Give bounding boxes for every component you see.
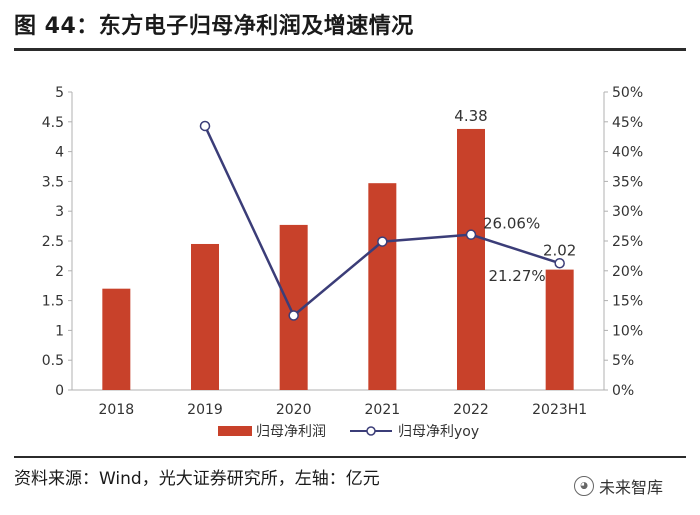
right-tick-label: 45%	[612, 115, 643, 131]
bar-2021	[368, 183, 397, 390]
yoy-point-2019	[199, 120, 211, 132]
data-label-2023H1: 2.02	[543, 242, 576, 260]
bar-2023H1	[545, 269, 574, 390]
right-tick-label: 10%	[612, 323, 643, 339]
x-tick-label: 2021	[365, 402, 401, 418]
source-note: 资料来源：Wind，光大证券研究所，左轴：亿元	[14, 469, 380, 489]
right-tick-label: 5%	[612, 353, 634, 369]
legend-line-marker	[366, 426, 376, 436]
data-label-2022: 4.38	[454, 107, 487, 125]
yoy-point-2022	[465, 229, 477, 240]
left-tick-label: 3.5	[42, 174, 64, 190]
left-tick-label: 4	[55, 145, 64, 161]
x-tick-label: 2019	[187, 402, 223, 418]
title-divider	[14, 48, 686, 51]
legend-bar-swatch	[218, 426, 252, 436]
legend-label-bars: 归母净利润	[256, 423, 326, 440]
right-tick-label: 35%	[612, 174, 643, 190]
right-tick-label: 15%	[612, 294, 643, 310]
bar-2019	[191, 243, 219, 390]
right-tick-label: 40%	[612, 145, 643, 161]
yoy-point-2021	[377, 236, 388, 247]
yoy-point-2023H1	[554, 257, 565, 269]
page-title: 图 44：东方电子归母净利润及增速情况	[14, 14, 414, 39]
right-tick-label: 30%	[612, 204, 643, 220]
left-tick-label: 2	[55, 264, 64, 280]
x-tick-label: 2023H1	[532, 402, 587, 418]
bar-2022	[457, 128, 485, 390]
watermark: ◕ 未来智库	[574, 474, 663, 498]
left-tick-label: 2.5	[42, 234, 64, 250]
left-tick-label: 5	[55, 85, 64, 101]
left-tick-label: 0	[55, 383, 64, 399]
source-divider	[14, 456, 686, 458]
left-tick-label: 4.5	[42, 115, 64, 131]
x-tick-label: 2018	[99, 402, 135, 418]
x-tick-label: 2022	[453, 402, 489, 418]
right-tick-label: 25%	[612, 234, 643, 250]
yoy-point-2020	[288, 310, 299, 321]
left-tick-label: 1	[55, 323, 64, 339]
watermark-text: 未来智库	[599, 478, 664, 497]
wechat-icon: ◕	[574, 476, 594, 496]
data-label-2023H1: 21.27%	[488, 267, 545, 285]
right-tick-label: 50%	[612, 85, 643, 101]
right-tick-label: 0%	[612, 383, 634, 399]
x-tick-label: 2020	[276, 402, 312, 418]
legend-label-line: 归母净利yoy	[398, 423, 479, 440]
bar-2018	[102, 288, 131, 390]
left-tick-label: 0.5	[42, 353, 64, 369]
left-tick-label: 1.5	[42, 294, 64, 310]
data-label-2022: 26.06%	[483, 215, 540, 233]
left-tick-label: 3	[55, 204, 64, 220]
combo-chart: 00.511.522.533.544.550%5%10%15%20%25%30%…	[42, 85, 643, 440]
right-tick-label: 20%	[612, 264, 643, 280]
